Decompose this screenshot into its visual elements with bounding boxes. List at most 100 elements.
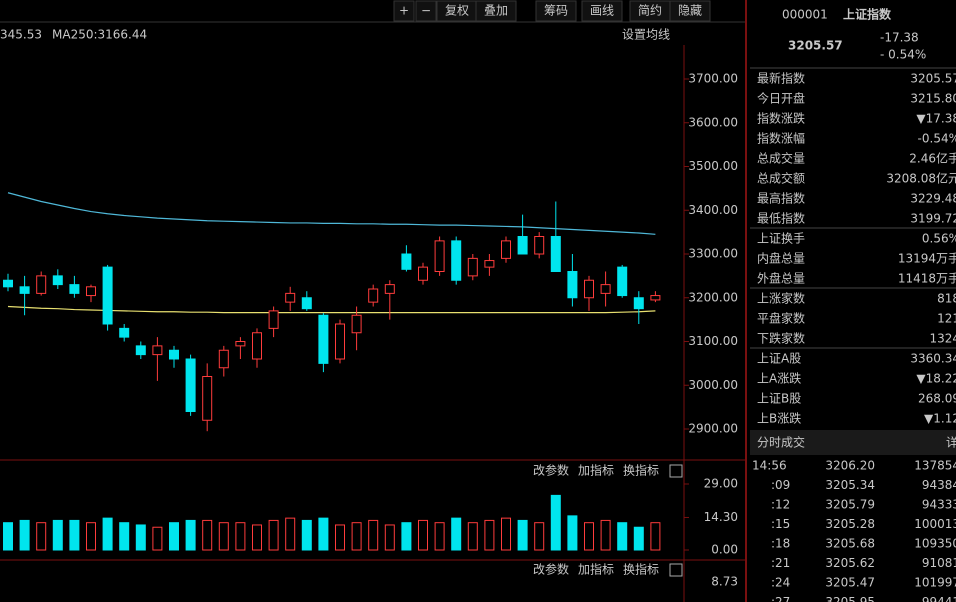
candle-body (384, 284, 395, 294)
tick-volume: 100013 (914, 517, 956, 531)
row-label: 上A涨跌 (757, 371, 801, 386)
volume-bar (451, 517, 462, 551)
volume-bar (534, 522, 545, 551)
tick-time: :24 (771, 576, 790, 590)
toolbar-button[interactable]: 筹码 (544, 4, 568, 18)
volume-bar (567, 515, 578, 551)
volume-bar (335, 524, 345, 551)
tick-price: 3205.95 (825, 595, 875, 602)
panel-button[interactable]: 加指标 (578, 463, 614, 478)
row-label: 最新指数 (757, 71, 805, 86)
candle-body (119, 327, 130, 338)
volume-bar (351, 522, 362, 551)
tick-volume: 94333 (922, 498, 956, 512)
row-value: ▼1.12 (924, 412, 956, 426)
panel-button[interactable]: 换指标 (623, 562, 659, 577)
row-label: 上B涨跌 (757, 411, 801, 426)
close-box[interactable] (669, 563, 683, 577)
row-value: 3199.72 (910, 212, 956, 226)
candle-body (351, 314, 362, 334)
volume-bar (550, 494, 561, 551)
candle-body (152, 345, 163, 356)
close-box[interactable] (669, 464, 683, 478)
toolbar-button[interactable]: + (399, 4, 409, 18)
toolbar-button[interactable]: 隐藏 (678, 4, 702, 18)
row-label: 上涨家数 (757, 291, 805, 306)
row-label: 上证换手 (757, 232, 805, 246)
toolbar-button[interactable]: 简约 (638, 3, 662, 18)
volume-bar (218, 522, 229, 551)
row-value: 2.46亿手 (909, 151, 956, 166)
candle-body (600, 284, 611, 294)
toolbar-button[interactable]: 叠加 (484, 4, 508, 18)
y-tick-label: 3300.00 (688, 247, 738, 261)
toolbar-button[interactable]: 画线 (590, 4, 614, 18)
volume-bar (368, 519, 379, 551)
section-title: 分时成交 (757, 435, 805, 450)
volume-bar (434, 522, 445, 551)
volume-bar (650, 522, 661, 551)
tick-price: 3205.68 (825, 537, 875, 551)
candle-body (102, 266, 113, 325)
toolbar-bg (535, 0, 577, 22)
stock-change: -17.38 (880, 31, 919, 45)
panel-button[interactable]: 加指标 (578, 562, 614, 577)
candle-body (86, 286, 96, 297)
ma-line (7, 305, 656, 314)
row-value: 3208.08亿元 (886, 171, 956, 186)
tick-volume: 137854 (914, 459, 956, 473)
toolbar-bg (669, 0, 711, 22)
volume-bar (285, 517, 296, 551)
y-tick-label: 3200.00 (688, 290, 738, 304)
panel-button[interactable]: 改参数 (533, 562, 569, 577)
row-label: 总成交量 (757, 151, 805, 166)
section-more[interactable]: 详 (946, 435, 956, 450)
row-value: 11418万手 (898, 272, 956, 286)
candle-body (534, 236, 545, 255)
tick-time: :12 (771, 498, 790, 512)
tick-time: :09 (771, 478, 790, 492)
volume-bar (318, 517, 329, 551)
volume-bar (418, 519, 428, 551)
volume-bar (268, 519, 279, 551)
volume-bar (86, 522, 96, 551)
volume-bar (152, 526, 163, 551)
volume-bar (401, 522, 412, 551)
ma-setting[interactable]: 设置均线 (622, 28, 670, 42)
candle-body (584, 279, 594, 299)
quote-panel: 000001 上证指数 3205.57 -17.38 - 0.54% 最新指数 3205.5… (750, 7, 956, 602)
panel-button[interactable]: 改参数 (533, 463, 569, 478)
candle-body (517, 236, 528, 255)
tick-time: 14:56 (752, 459, 787, 473)
y-tick-label: 3700.00 (688, 72, 738, 86)
y-tick-label: 3600.00 (688, 115, 738, 129)
candle-body (368, 288, 379, 303)
volume-bar (301, 519, 312, 551)
toolbar-bg (475, 0, 517, 22)
row-value: -0.54% (918, 132, 956, 146)
candle-body (418, 266, 428, 281)
volume-bar (484, 519, 495, 551)
row-label: 内盘总量 (757, 251, 805, 266)
stock-price: 3205.57 (788, 39, 843, 53)
candle-body (617, 266, 628, 297)
toolbar-button[interactable]: 复权 (445, 4, 469, 18)
candle-body (36, 275, 47, 294)
toolbar-button[interactable]: − (421, 4, 431, 18)
panel-button[interactable]: 换指标 (623, 463, 659, 478)
candle-body (434, 240, 445, 272)
candle-body (202, 376, 213, 421)
tick-volume: 91081 (922, 556, 956, 570)
volume-bar (19, 519, 30, 551)
stock-code: 000001 (782, 8, 828, 22)
ma-label: MA250:3166.44 (52, 28, 147, 42)
volume-bar (119, 522, 130, 551)
candle-body (318, 314, 329, 364)
tick-volume: 109350 (914, 537, 956, 551)
tick-price: 3205.28 (825, 517, 875, 531)
row-label: 上证B股 (757, 392, 801, 406)
y-tick-label: 3400.00 (688, 203, 738, 217)
candle-body (633, 297, 644, 310)
